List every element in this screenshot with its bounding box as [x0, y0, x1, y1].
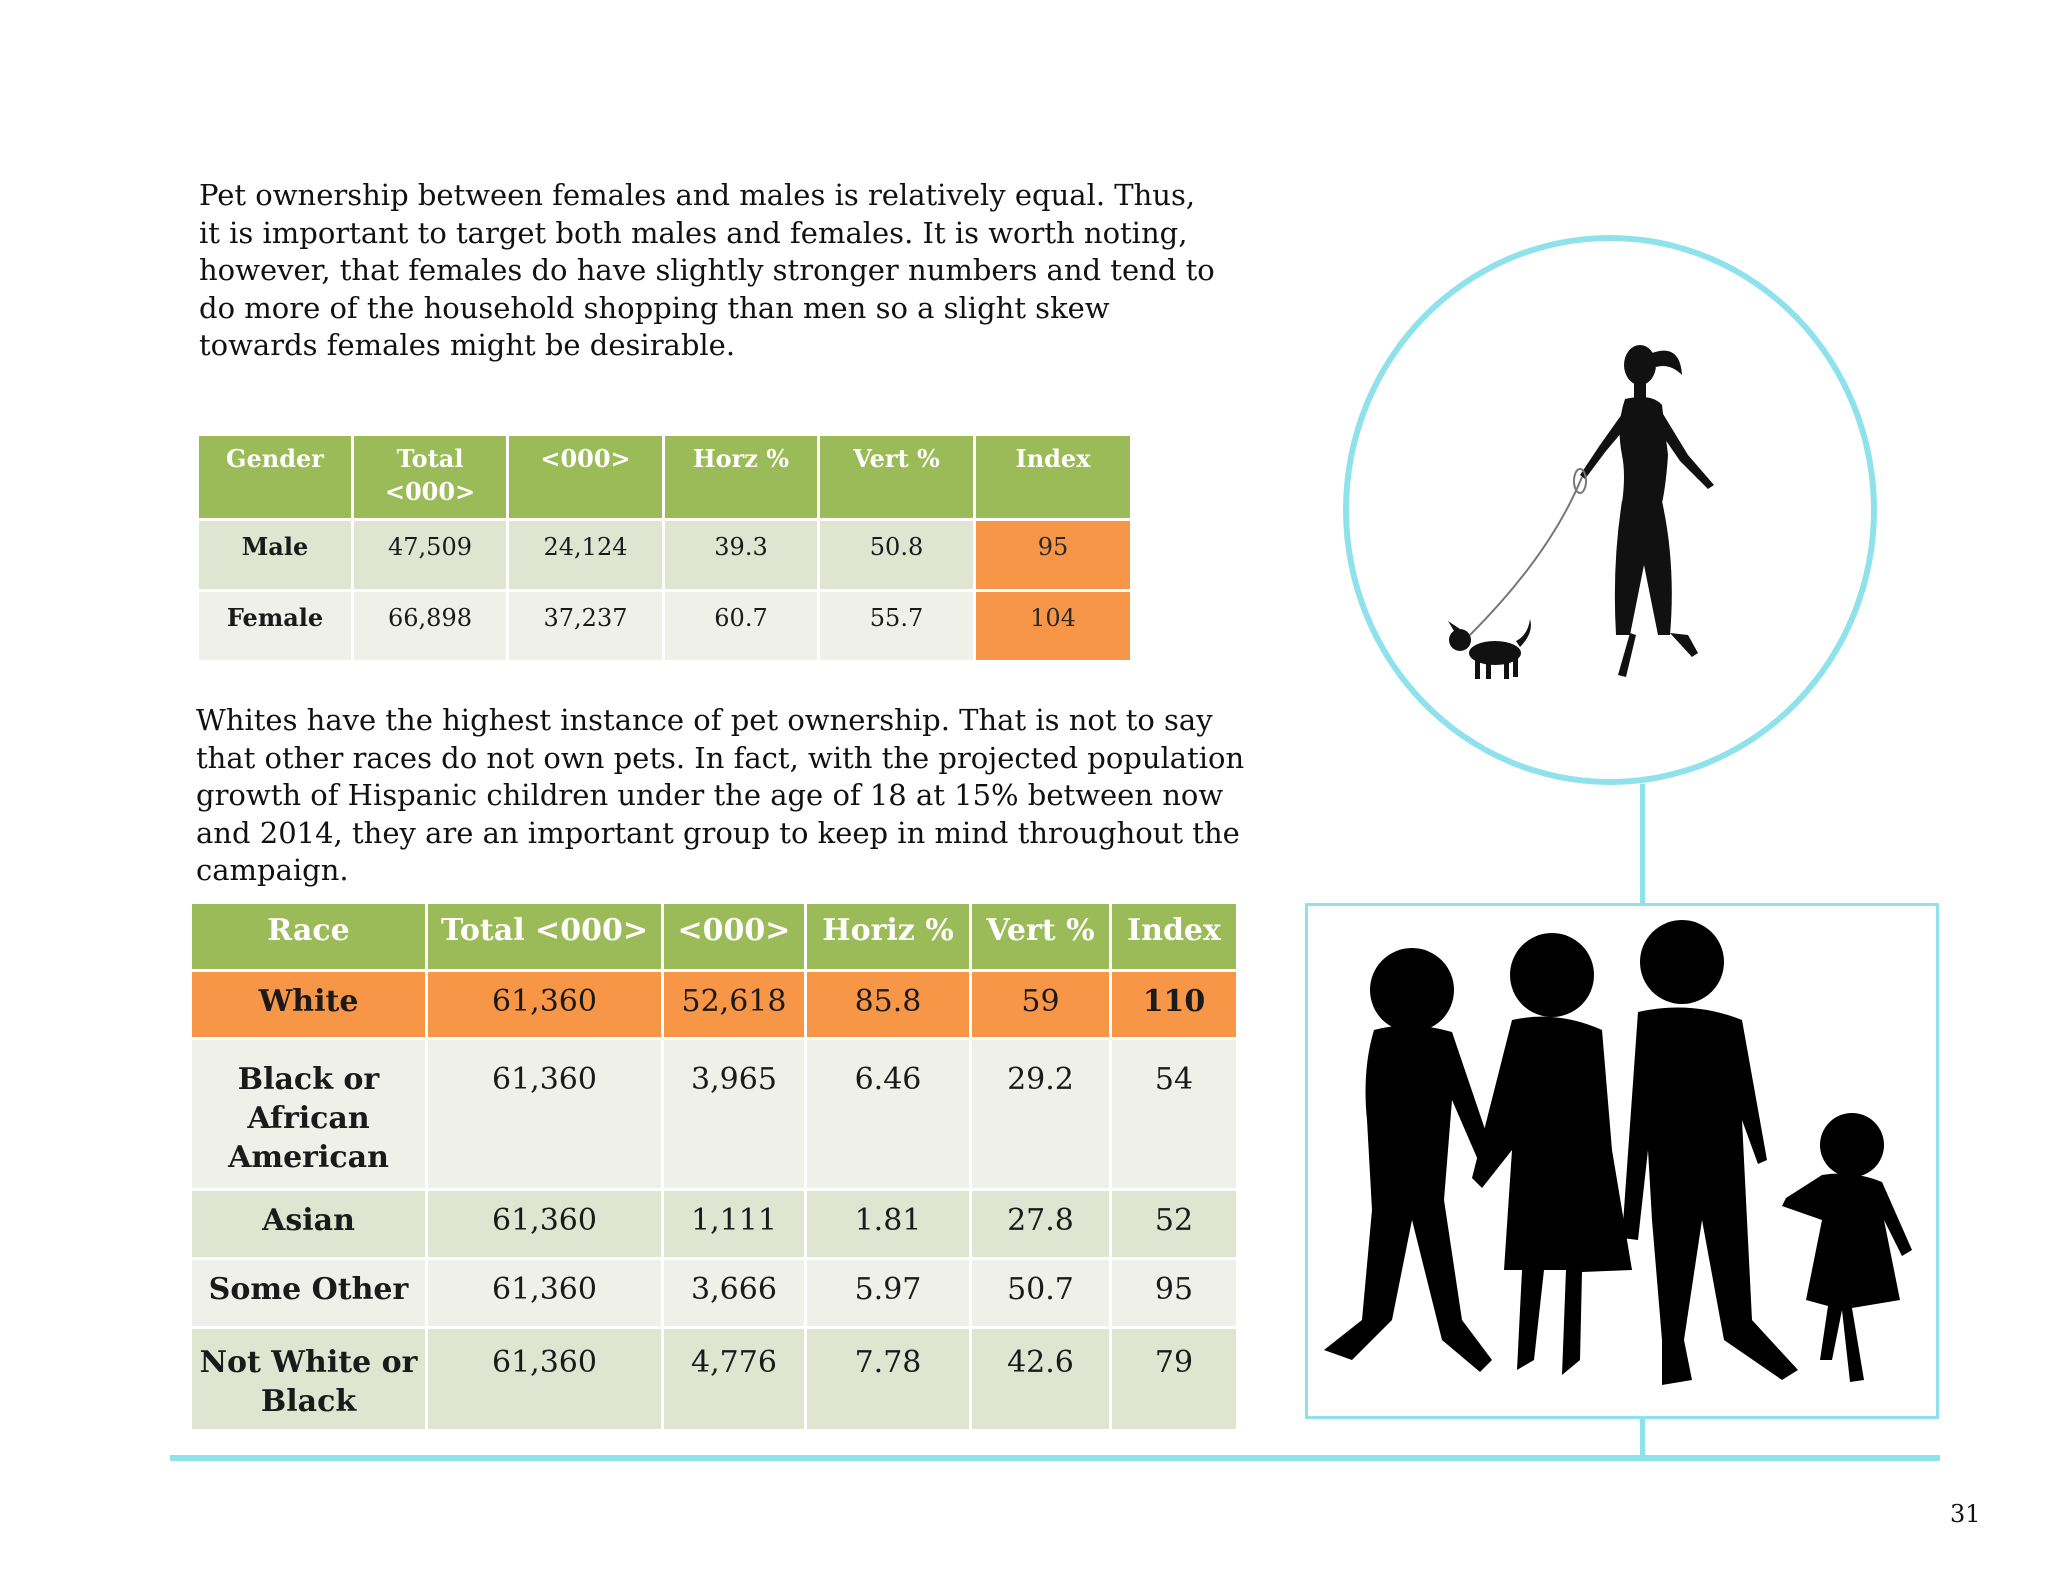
index-cell: 79: [1109, 1326, 1239, 1432]
horz-cell: 1.81: [804, 1188, 972, 1260]
horz-cell: 7.78: [804, 1326, 972, 1432]
row-label: Male: [196, 518, 354, 592]
page-number: 31: [1950, 1500, 1981, 1528]
count-cell: 3,965: [661, 1037, 807, 1191]
row-label: Black or African American: [189, 1037, 428, 1191]
table-row-white: White 61,360 52,618 85.8 59 110: [189, 969, 1239, 1040]
header-total: Total <000>: [351, 433, 509, 521]
vert-cell: 27.8: [969, 1188, 1112, 1260]
row-label: Female: [196, 589, 354, 663]
total-cell: 66,898: [351, 589, 509, 663]
horz-cell: 85.8: [804, 969, 972, 1040]
page-baseline-rule: [170, 1455, 1940, 1461]
index-cell: 104: [973, 589, 1133, 663]
race-table-header-row: Race Total <000> <000> Horiz % Vert % In…: [189, 901, 1239, 972]
index-cell: 95: [1109, 1257, 1239, 1329]
header-gender: Gender: [196, 433, 354, 521]
count-cell: 1,111: [661, 1188, 807, 1260]
vert-cell: 42.6: [969, 1326, 1112, 1432]
index-cell: 95: [973, 518, 1133, 592]
count-cell: 52,618: [661, 969, 807, 1040]
total-cell: 61,360: [425, 1037, 664, 1191]
count-cell: 3,666: [661, 1257, 807, 1329]
vert-cell: 59: [969, 969, 1112, 1040]
family-walking-silhouette: [1324, 920, 1912, 1385]
race-intro-paragraph: Whites have the highest instance of pet …: [196, 703, 1245, 887]
table-row-female: Female 66,898 37,237 60.7 55.7 104: [196, 589, 1133, 663]
header-count: <000>: [506, 433, 665, 521]
horz-cell: 60.7: [662, 589, 820, 663]
header-total: Total <000>: [425, 901, 664, 972]
total-cell: 61,360: [425, 1326, 664, 1432]
horz-cell: 39.3: [662, 518, 820, 592]
header-vert-pct: Vert %: [969, 901, 1112, 972]
index-cell: 52: [1109, 1188, 1239, 1260]
family-illustration-frame: [1305, 903, 1939, 1419]
total-cell: 61,360: [425, 1257, 664, 1329]
total-cell: 61,360: [425, 1188, 664, 1260]
total-cell: 61,360: [425, 969, 664, 1040]
header-race: Race: [189, 901, 428, 972]
table-row-asian: Asian 61,360 1,111 1.81 27.8 52: [189, 1188, 1239, 1260]
header-horz-pct: Horz %: [662, 433, 820, 521]
table-row-some-other: Some Other 61,360 3,666 5.97 50.7 95: [189, 1257, 1239, 1329]
woman-walking-dog-silhouette: [1448, 345, 1714, 679]
vert-cell: 50.8: [817, 518, 976, 592]
row-label: White: [189, 969, 428, 1040]
row-label: Some Other: [189, 1257, 428, 1329]
index-cell: 110: [1109, 969, 1239, 1040]
count-cell: 24,124: [506, 518, 665, 592]
connector-line-bottom: [1640, 1419, 1645, 1455]
horz-cell: 5.97: [804, 1257, 972, 1329]
total-cell: 47,509: [351, 518, 509, 592]
vert-cell: 50.7: [969, 1257, 1112, 1329]
connector-line-top: [1640, 784, 1645, 904]
row-label: Asian: [189, 1188, 428, 1260]
header-index: Index: [1109, 901, 1239, 972]
gender-intro-paragraph: Pet ownership between females and males …: [199, 178, 1215, 362]
count-cell: 4,776: [661, 1326, 807, 1432]
table-row-not-white-or-black: Not White or Black 61,360 4,776 7.78 42.…: [189, 1326, 1239, 1432]
vert-cell: 55.7: [817, 589, 976, 663]
table-row-male: Male 47,509 24,124 39.3 50.8 95: [196, 518, 1133, 592]
vert-cell: 29.2: [969, 1037, 1112, 1191]
header-vert-pct: Vert %: [817, 433, 976, 521]
race-table: Race Total <000> <000> Horiz % Vert % In…: [189, 901, 1239, 1432]
header-horiz-pct: Horiz %: [804, 901, 972, 972]
horz-cell: 6.46: [804, 1037, 972, 1191]
illustration-circle-frame: [1343, 235, 1877, 785]
gender-table: Gender Total <000> <000> Horz % Vert % I…: [196, 433, 1133, 663]
count-cell: 37,237: [506, 589, 665, 663]
index-cell: 54: [1109, 1037, 1239, 1191]
table-row-black-or-african-american: Black or African American 61,360 3,965 6…: [189, 1037, 1239, 1191]
header-count: <000>: [661, 901, 807, 972]
gender-table-header-row: Gender Total <000> <000> Horz % Vert % I…: [196, 433, 1133, 521]
row-label: Not White or Black: [189, 1326, 428, 1432]
header-index: Index: [973, 433, 1133, 521]
